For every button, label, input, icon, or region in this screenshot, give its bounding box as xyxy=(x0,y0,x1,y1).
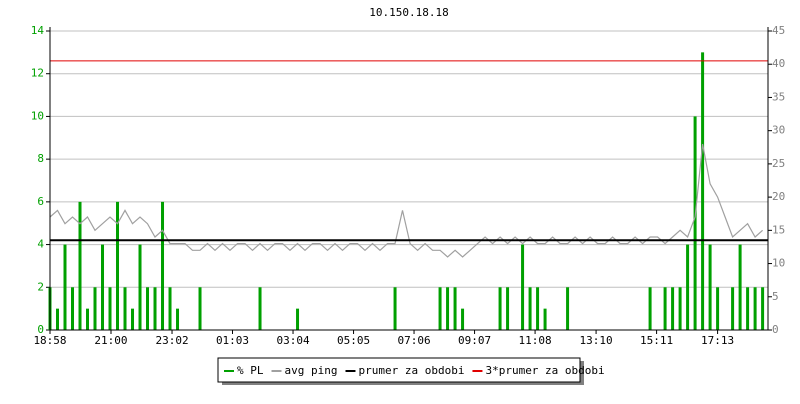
y-tick-label: 4 xyxy=(37,238,44,251)
pl-bar xyxy=(678,287,682,330)
pl-bar xyxy=(506,287,510,330)
x-tick-label: 21:00 xyxy=(94,334,127,347)
y2-tick-label: 30 xyxy=(772,124,785,137)
pl-bar xyxy=(671,287,675,330)
pl-bar xyxy=(438,287,442,330)
pl-bar xyxy=(731,287,735,330)
legend-label: avg ping xyxy=(285,364,338,377)
legend-label: % PL xyxy=(237,364,264,377)
y2-tick-label: 10 xyxy=(772,257,785,270)
pl-bar xyxy=(708,244,712,330)
y-tick-label: 0 xyxy=(37,323,44,336)
pl-bar xyxy=(461,308,465,330)
pl-bar xyxy=(258,287,262,330)
y2-tick-label: 35 xyxy=(772,90,785,103)
pl-bar xyxy=(693,116,697,330)
x-tick-label: 18:58 xyxy=(33,334,66,347)
y-tick-label: 12 xyxy=(31,67,44,80)
chart-title: 10.150.18.18 xyxy=(369,6,448,19)
x-tick-label: 07:06 xyxy=(397,334,430,347)
pl-bar xyxy=(161,201,165,330)
pl-bar xyxy=(56,308,60,330)
pl-bar xyxy=(521,244,525,330)
y2-tick-label: 5 xyxy=(772,290,779,303)
pl-bar xyxy=(761,287,765,330)
y2-tick-label: 20 xyxy=(772,190,785,203)
y2-tick-label: 45 xyxy=(772,24,785,37)
pl-bar xyxy=(701,52,705,330)
x-tick-label: 03:04 xyxy=(276,334,309,347)
x-tick-label: 09:07 xyxy=(458,334,491,347)
pl-bar xyxy=(168,287,172,330)
pl-bar xyxy=(453,287,457,330)
x-tick-label: 05:05 xyxy=(337,334,370,347)
pl-bar xyxy=(446,287,450,330)
pl-bar xyxy=(198,287,202,330)
y-tick-label: 2 xyxy=(37,280,44,293)
legend-label: 3*prumer za obdobi xyxy=(485,364,604,377)
pl-bar xyxy=(153,287,157,330)
pl-bar xyxy=(108,287,112,330)
pl-bar xyxy=(536,287,540,330)
y2-tick-label: 15 xyxy=(772,223,785,236)
pl-bar xyxy=(753,287,757,330)
pl-bar xyxy=(176,308,180,330)
x-tick-label: 01:03 xyxy=(216,334,249,347)
y-tick-label: 10 xyxy=(31,109,44,122)
pl-bar xyxy=(746,287,750,330)
x-tick-label: 11:08 xyxy=(519,334,552,347)
pl-bar xyxy=(393,287,397,330)
pl-bar xyxy=(146,287,150,330)
ping-line xyxy=(49,143,763,258)
x-tick-label: 15:11 xyxy=(640,334,673,347)
y2-tick-label: 25 xyxy=(772,157,785,170)
y-tick-label: 8 xyxy=(37,152,44,165)
x-tick-label: 23:02 xyxy=(155,334,188,347)
pl-bar xyxy=(123,287,127,330)
y-tick-label: 14 xyxy=(31,24,45,37)
pl-bar xyxy=(543,308,547,330)
pl-bar xyxy=(101,244,105,330)
pl-bar xyxy=(663,287,667,330)
pl-bar xyxy=(93,287,97,330)
pl-bar xyxy=(498,287,502,330)
pl-bar xyxy=(566,287,570,330)
y2-tick-label: 0 xyxy=(772,323,779,336)
x-tick-label: 13:10 xyxy=(580,334,613,347)
pl-bar xyxy=(648,287,652,330)
pl-bar xyxy=(138,244,142,330)
pl-bar xyxy=(116,201,120,330)
pl-bar xyxy=(71,287,75,330)
y-tick-label: 6 xyxy=(37,195,44,208)
x-tick-label: 17:13 xyxy=(701,334,734,347)
pl-bar xyxy=(78,201,82,330)
legend: % PL avg ping prumer za obdobi 3*prumer za … xyxy=(217,357,605,385)
pl-bar xyxy=(686,244,690,330)
pl-bar xyxy=(296,308,300,330)
pl-bar xyxy=(738,244,742,330)
pl-bar xyxy=(528,287,532,330)
legend-label: prumer za obdobi xyxy=(358,364,464,377)
pl-bar xyxy=(86,308,90,330)
pl-bar xyxy=(63,244,67,330)
y2-tick-label: 40 xyxy=(772,57,785,70)
pl-bar xyxy=(716,287,720,330)
pl-bar xyxy=(131,308,135,330)
